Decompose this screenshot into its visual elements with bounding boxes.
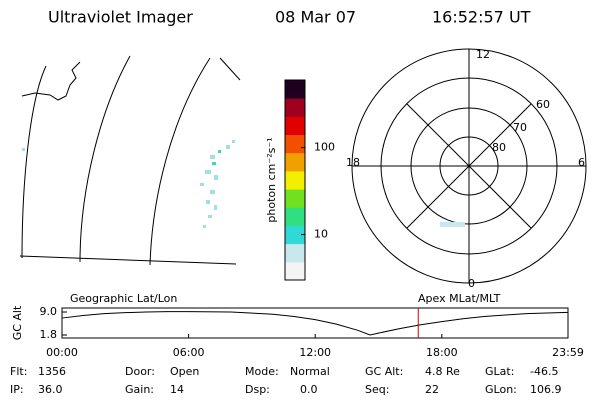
right-label: Apex MLat/MLT: [418, 292, 501, 305]
y-tick-label: 9.0: [40, 305, 58, 318]
color-step: [285, 189, 305, 208]
colorbar-label: photon cm⁻²s⁻¹: [265, 137, 278, 222]
y-label: GC Alt: [11, 305, 24, 340]
meridian: [219, 57, 241, 81]
timeline: Geographic Lat/Lon Apex MLat/MLT GC Alt …: [11, 292, 584, 359]
x-tick-label: 06:00: [173, 346, 205, 359]
lat-label: 80: [492, 141, 506, 154]
field-label: GLat:: [485, 365, 514, 378]
color-step: [285, 98, 305, 117]
field-value: 106.9: [530, 383, 562, 396]
meridian: [21, 65, 47, 259]
field-label: Seq:: [365, 383, 389, 396]
x-tick-label: 12:00: [299, 346, 331, 359]
color-step: [285, 243, 305, 263]
field-value: 36.0: [38, 383, 63, 396]
field-value: 4.8 Re: [425, 365, 460, 378]
footer: Flt: 1356 Door: Open Mode: Normal GC Alt: 4.8 R…: [10, 365, 562, 396]
coastline: [21, 61, 81, 101]
color-step: [285, 207, 305, 226]
color-step: [285, 116, 305, 136]
colorbar-tick-label: 100: [314, 141, 335, 154]
left-label: Geographic Lat/Lon: [70, 292, 177, 305]
lat-label: 70: [513, 121, 527, 134]
field-value: 0.0: [300, 383, 318, 396]
time: 16:52:57 UT: [432, 8, 531, 27]
color-step: [285, 152, 305, 172]
mlt-label: 12: [476, 48, 490, 61]
polar-plot: 12 18 6 0 60 70 80: [346, 48, 587, 290]
x-tick-label: 23:59: [552, 346, 584, 359]
field-label: Door:: [125, 365, 155, 378]
meridian: [79, 55, 131, 263]
aurora-pixels: [440, 222, 465, 227]
color-step: [285, 134, 305, 154]
date: 08 Mar 07: [275, 8, 356, 27]
colorbar: 10 100: [284, 79, 335, 281]
field-value: 22: [425, 383, 439, 396]
field-value: 1356: [38, 365, 66, 378]
map-panel: [19, 55, 241, 266]
meridian: [149, 57, 211, 266]
field-label: GC Alt:: [365, 365, 403, 378]
color-step: [285, 225, 305, 245]
x-tick-label: 00:00: [46, 346, 78, 359]
field-label: IP:: [10, 383, 24, 396]
colorbar-frame: [284, 79, 306, 281]
field-label: Dsp:: [245, 383, 270, 396]
field-label: Flt:: [10, 365, 27, 378]
lat-label: 60: [536, 98, 550, 111]
mlt-label: 18: [346, 156, 360, 169]
field-label: Mode:: [245, 365, 279, 378]
parallel: [19, 255, 237, 265]
x-tick-label: 18:00: [426, 346, 458, 359]
field-value: Normal: [290, 365, 330, 378]
colorbar-tick-label: 10: [314, 228, 328, 241]
altitude-curve: [61, 311, 569, 336]
field-label: GLon:: [485, 383, 517, 396]
mlt-label: 0: [468, 277, 475, 290]
color-step: [285, 170, 305, 190]
y-tick-label: 1.8: [40, 328, 58, 341]
field-label: Gain:: [125, 383, 154, 396]
mlt-label: 6: [578, 156, 585, 169]
aurora-pixels: [22, 140, 235, 228]
field-value: Open: [170, 365, 199, 378]
axis: [406, 103, 532, 229]
field-value: -46.5: [530, 365, 558, 378]
title: Ultraviolet Imager: [48, 8, 193, 27]
color-step: [285, 261, 305, 281]
color-step: [285, 80, 305, 99]
field-value: 14: [170, 383, 184, 396]
